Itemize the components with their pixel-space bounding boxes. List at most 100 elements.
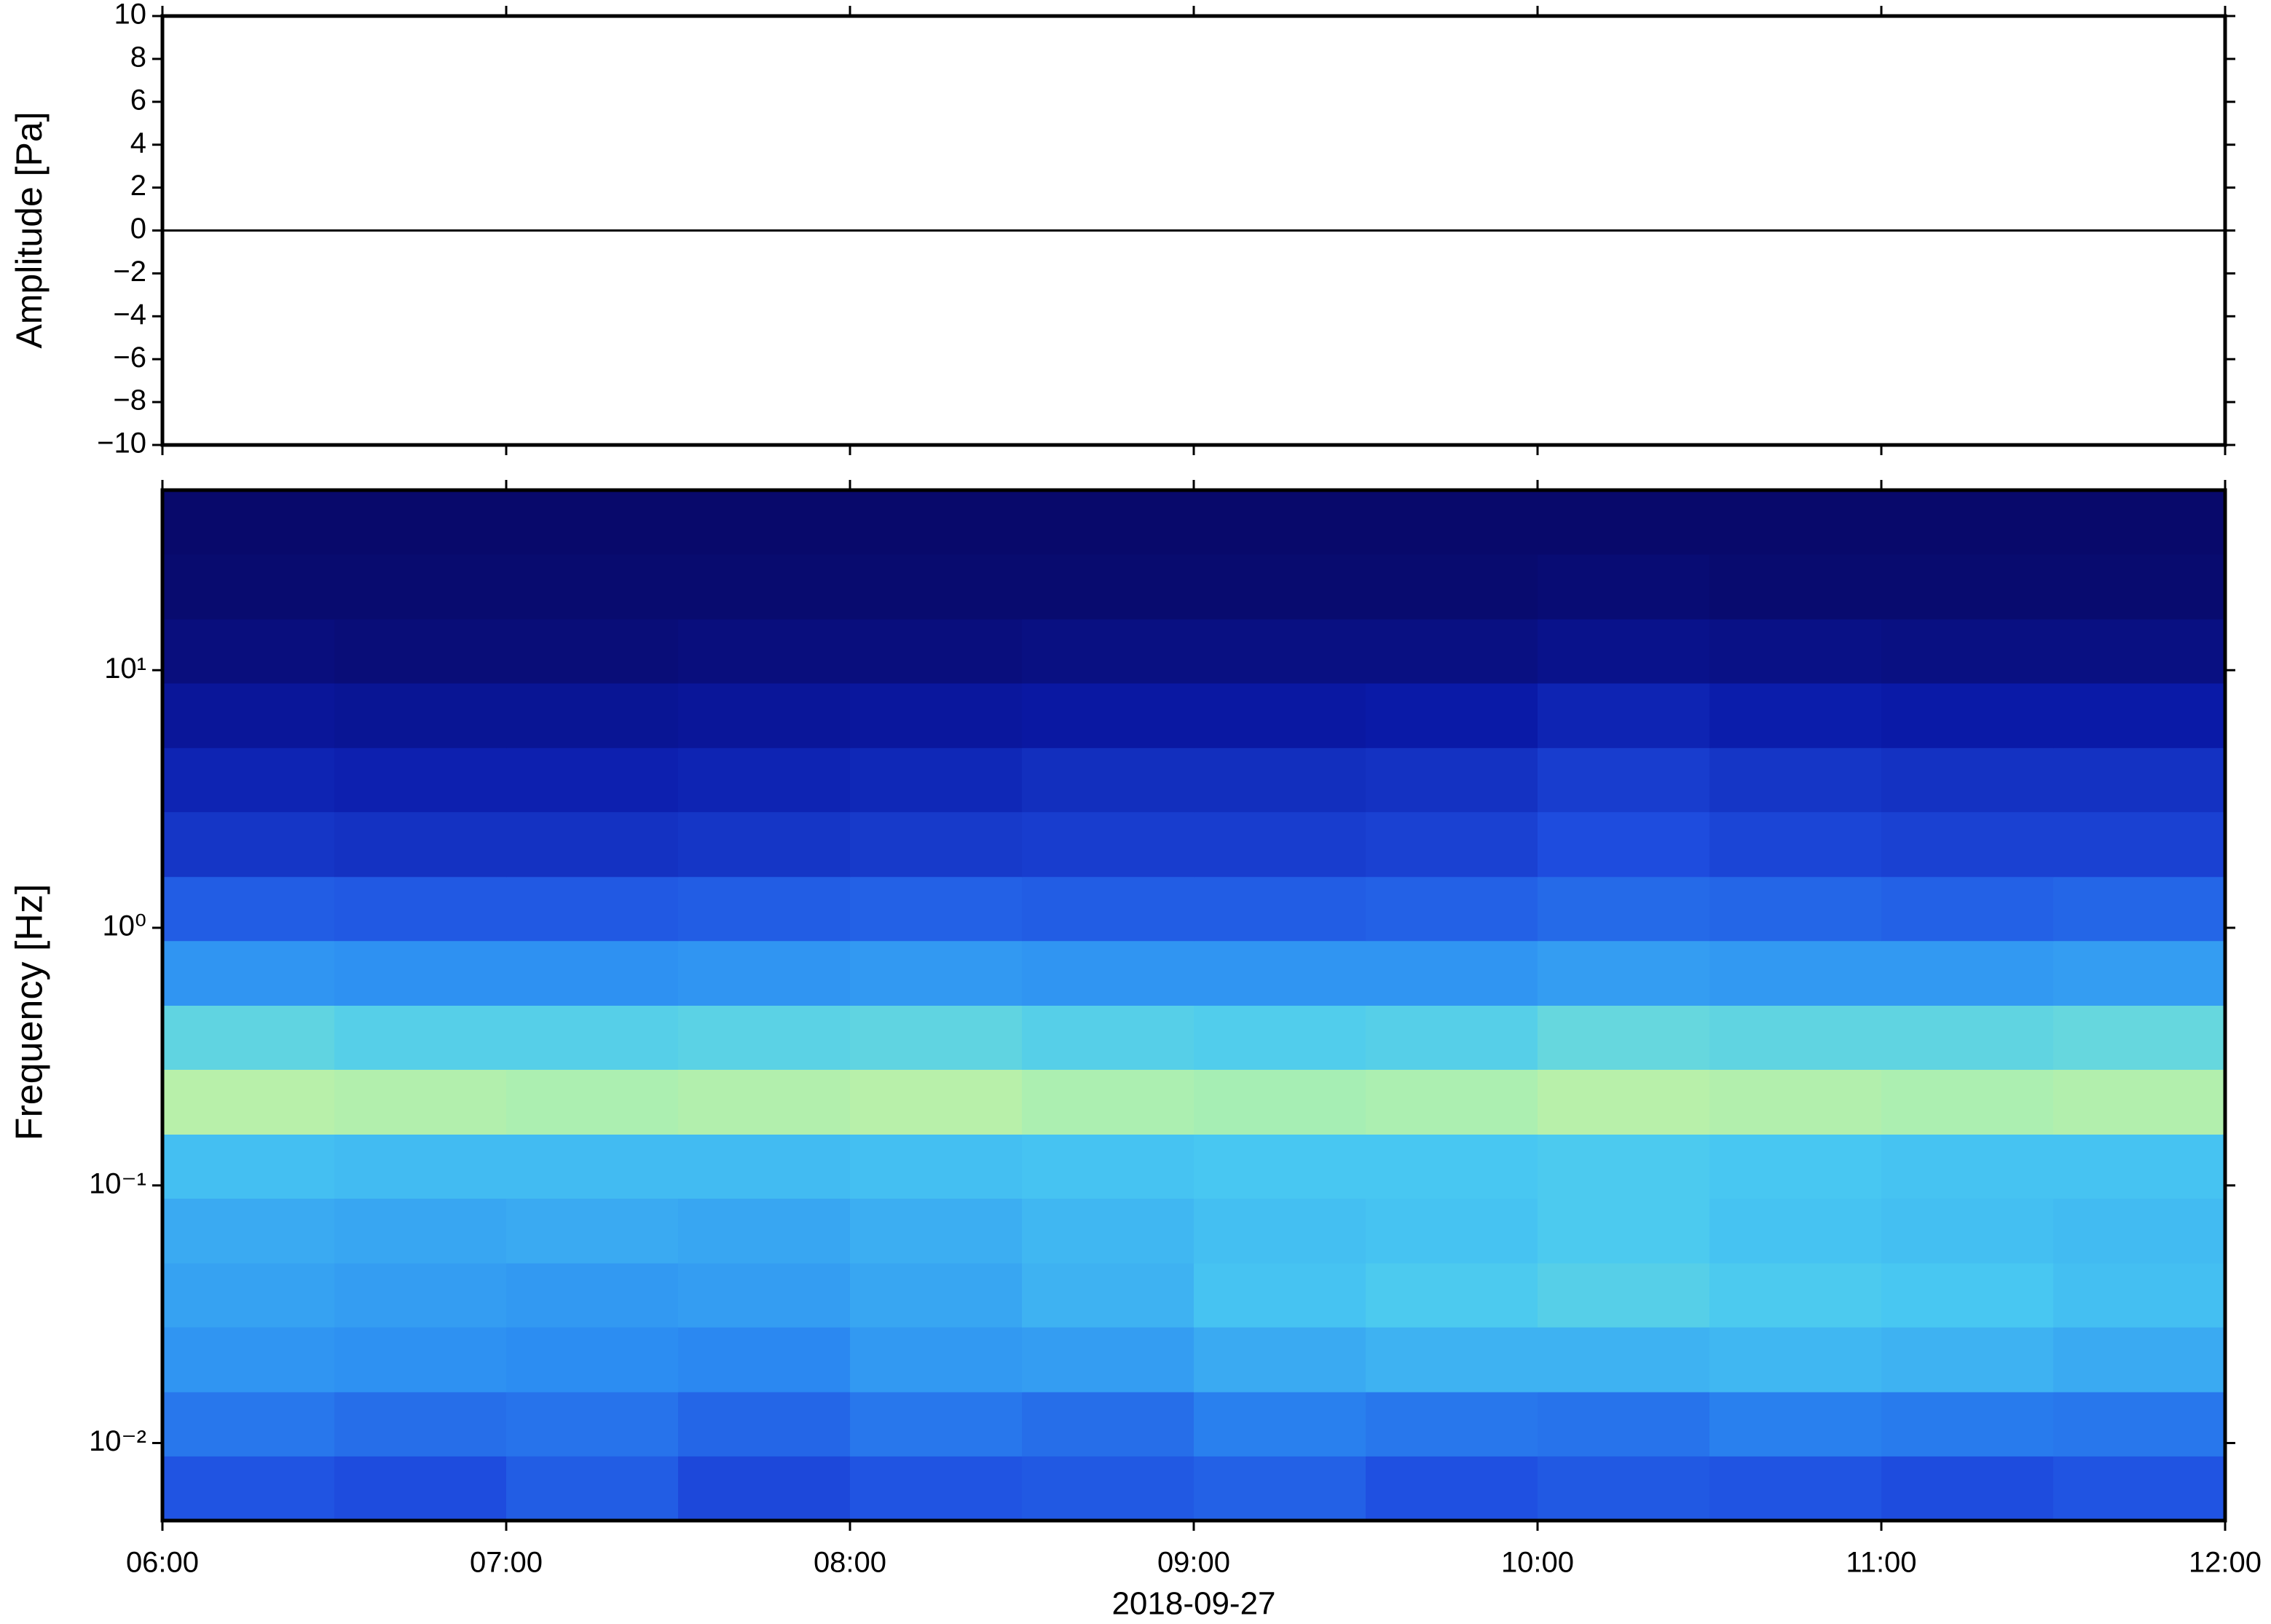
- spectrogram-cell: [1194, 1392, 1366, 1457]
- x-tick-label: 09:00: [1157, 1547, 1230, 1579]
- spectrogram-cell: [1538, 682, 1710, 749]
- y-tick-label: −4: [113, 299, 146, 331]
- x-tick-label: 07:00: [470, 1547, 543, 1579]
- spectrogram-cell: [1709, 1069, 1882, 1135]
- spectrogram-cell: [506, 490, 679, 555]
- spectrogram-cell: [1538, 490, 1710, 555]
- spectrogram-cell: [1538, 1392, 1710, 1457]
- spectrogram-cell: [1538, 1134, 1710, 1199]
- spectrogram-cell: [1022, 682, 1194, 749]
- spectrogram-cell: [162, 1134, 335, 1199]
- spectrogram-cell: [334, 618, 507, 684]
- y-tick-label: 8: [130, 41, 146, 73]
- spectrogram-cell: [2053, 940, 2226, 1006]
- spectrogram-cell: [1881, 1263, 2054, 1328]
- spectrogram-cell: [2053, 682, 2226, 749]
- spectrogram-cell: [334, 553, 507, 620]
- x-tick-label: 12:00: [2189, 1547, 2262, 1579]
- spectrogram-cell: [162, 682, 335, 749]
- y-tick-label: 10¹: [104, 653, 146, 685]
- spectrogram-cell: [1194, 876, 1366, 942]
- spectrogram-cell: [1538, 811, 1710, 878]
- spectrogram-cell: [678, 811, 851, 878]
- spectrogram-cell: [506, 1198, 679, 1264]
- spectrogram-cell: [162, 490, 335, 555]
- spectrogram-cell: [1194, 490, 1366, 555]
- spectrogram-cell: [1194, 1069, 1366, 1135]
- spectrogram-cell: [506, 1263, 679, 1328]
- y-tick-label: −6: [113, 342, 146, 374]
- spectrogram-cell: [678, 1005, 851, 1070]
- x-tick-label: 06:00: [126, 1547, 199, 1579]
- x-tick-label: 11:00: [1846, 1547, 1916, 1579]
- spectrogram-cell: [850, 682, 1023, 749]
- spectrogram-cell: [1194, 1134, 1366, 1199]
- spectrogram-cell: [678, 490, 851, 555]
- spectrogram-cell: [334, 1005, 507, 1070]
- spectrogram-cell: [334, 1327, 507, 1392]
- y-tick-label: 10: [114, 0, 147, 31]
- y-tick-label: 10⁻²: [89, 1425, 146, 1457]
- spectrogram-cell: [1538, 1005, 1710, 1070]
- spectrogram-cell: [1194, 682, 1366, 749]
- spectrogram-cell: [850, 1198, 1023, 1264]
- spectrogram-cell: [2053, 747, 2226, 813]
- spectrogram-cell: [506, 747, 679, 813]
- spectrogram-cell: [1022, 1005, 1194, 1070]
- spectrogram-cell: [850, 747, 1023, 813]
- spectrogram-cell: [1194, 1327, 1366, 1392]
- spectrogram-cell: [1194, 553, 1366, 620]
- y-tick-label: 2: [130, 170, 146, 202]
- spectrogram-cell: [678, 1198, 851, 1264]
- spectrogram-cell: [1366, 811, 1538, 878]
- spectrogram-cell: [1709, 490, 1882, 555]
- spectrogram-cell: [1194, 1005, 1366, 1070]
- spectrogram-cell: [678, 876, 851, 942]
- spectrogram-cell: [1366, 1456, 1538, 1521]
- spectrogram-cell: [1366, 1392, 1538, 1457]
- x-axis-label: 2018-09-27: [1111, 1586, 1275, 1622]
- spectrogram-cell: [334, 747, 507, 813]
- spectrogram-cell: [506, 1134, 679, 1199]
- spectrogram-cell: [1538, 618, 1710, 684]
- spectrogram-cell: [506, 553, 679, 620]
- spectrogram-cell: [1022, 1134, 1194, 1199]
- spectrogram-cell: [850, 490, 1023, 555]
- spectrogram-cell: [850, 1134, 1023, 1199]
- spectrogram-cell: [678, 553, 851, 620]
- spectrogram-cell: [850, 876, 1023, 942]
- spectrogram-cell: [1881, 682, 2054, 749]
- spectrogram-cell: [334, 876, 507, 942]
- spectrogram-cell: [1709, 1134, 1882, 1199]
- spectrogram-cell: [678, 1456, 851, 1521]
- spectrogram-cell: [1022, 1263, 1194, 1328]
- spectrogram-cell: [850, 618, 1023, 684]
- spectrogram-cell: [1194, 1263, 1366, 1328]
- spectrogram-cell: [850, 1327, 1023, 1392]
- spectrogram-cell: [678, 1069, 851, 1135]
- spectrogram-cell: [1366, 1005, 1538, 1070]
- spectrogram-cell: [1366, 940, 1538, 1006]
- spectrogram-cell: [850, 1005, 1023, 1070]
- spectrogram-cell: [162, 747, 335, 813]
- spectrogram-cell: [334, 490, 507, 555]
- y-tick-label: 6: [130, 84, 146, 116]
- spectrogram-cell: [1366, 682, 1538, 749]
- spectrogram-cell: [1709, 747, 1882, 813]
- spectrogram-cell: [506, 1327, 679, 1392]
- spectrogram-cell: [1022, 553, 1194, 620]
- spectrogram-cell: [162, 940, 335, 1006]
- spectrogram-cell: [1709, 940, 1882, 1006]
- spectrogram-cell: [1881, 747, 2054, 813]
- spectrogram-cell: [1709, 811, 1882, 878]
- spectrogram-cell: [2053, 618, 2226, 684]
- spectrogram-cell: [1366, 1327, 1538, 1392]
- spectrogram-cell: [1194, 747, 1366, 813]
- spectrogram-cell: [1366, 1134, 1538, 1199]
- y-axis-label: Frequency [Hz]: [9, 884, 51, 1141]
- spectrogram-cell: [1881, 490, 2054, 555]
- spectrogram-cell: [850, 1069, 1023, 1135]
- spectrogram-cell: [1022, 1198, 1194, 1264]
- spectrogram-cell: [1709, 682, 1882, 749]
